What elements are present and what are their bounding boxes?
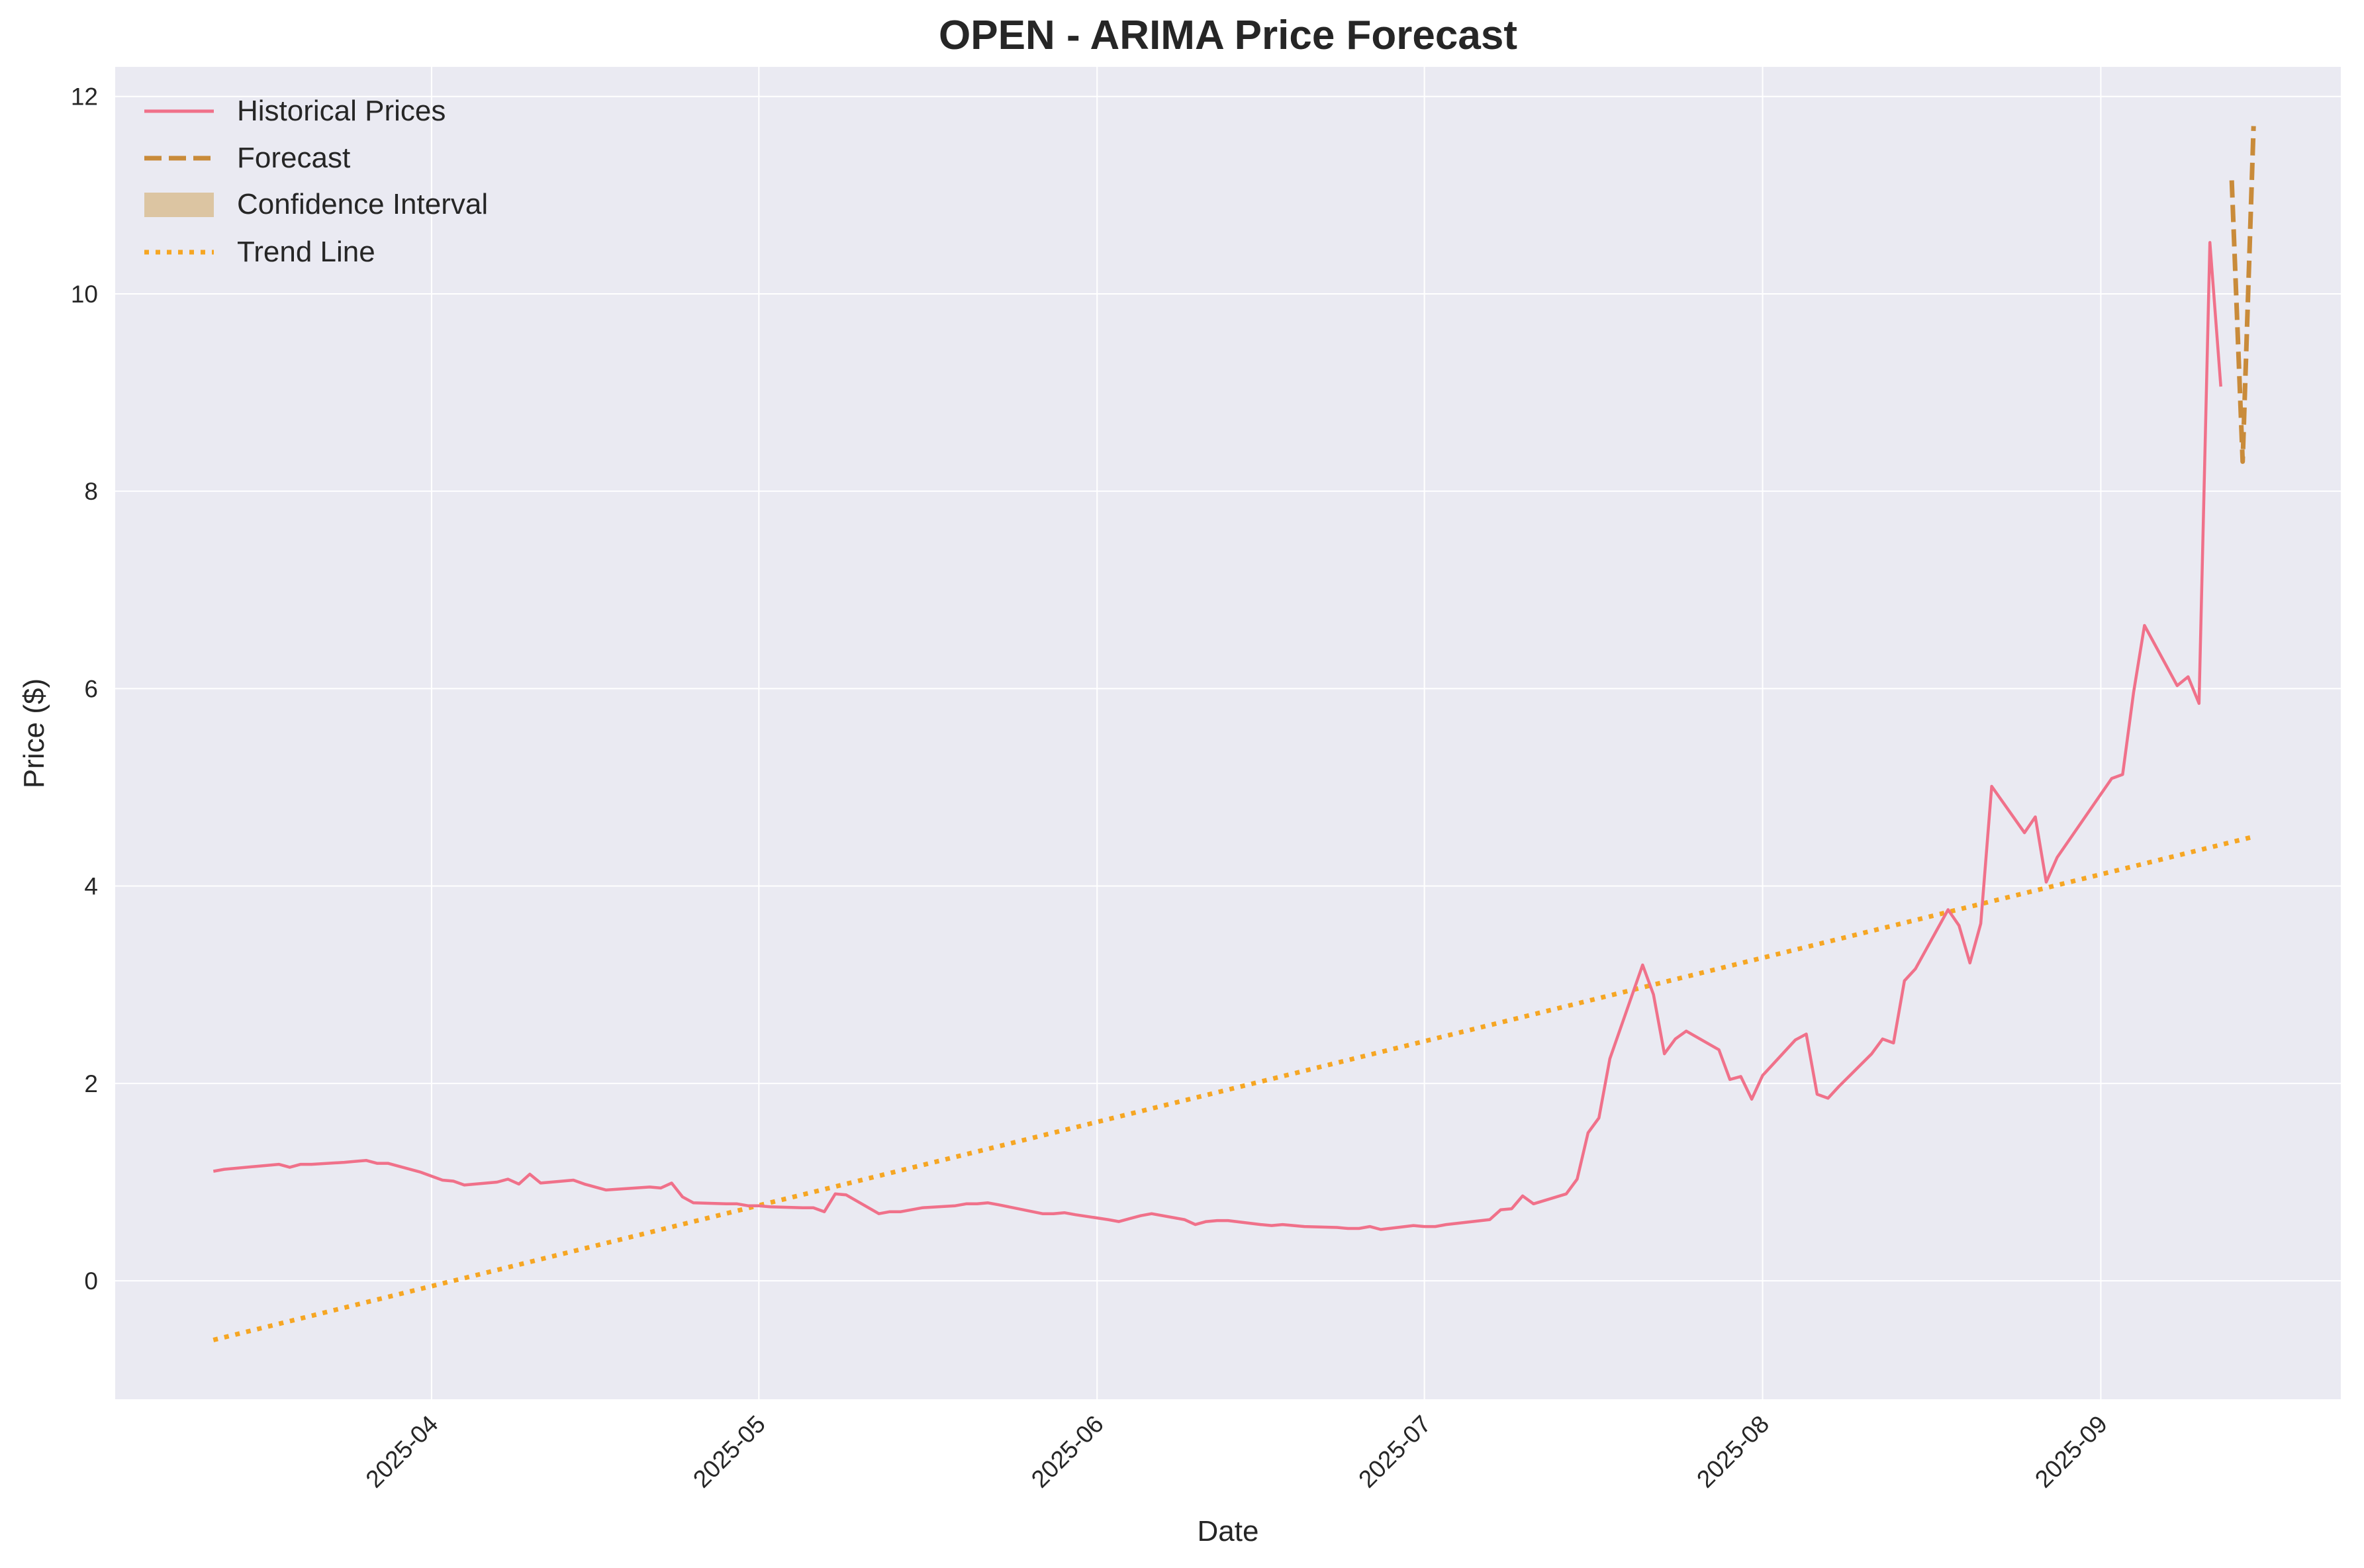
y-tick-label: 12: [71, 83, 98, 111]
series-line-historical-prices: [213, 241, 2222, 1231]
legend: Historical Prices Forecast Confidence In…: [144, 95, 488, 268]
plot-area: [115, 67, 2341, 1399]
series-line-trend-line: [213, 834, 2255, 1342]
y-tick-label: 8: [84, 478, 98, 505]
series-layer: [213, 126, 2256, 1342]
y-tick-label: 4: [84, 873, 98, 900]
legend-swatch-confidence: [144, 193, 214, 217]
y-tick-label: 0: [84, 1268, 98, 1295]
legend-label-historical: Historical Prices: [237, 95, 446, 127]
x-axis-label: Date: [1198, 1515, 1259, 1547]
legend-label-confidence: Confidence Interval: [237, 188, 488, 220]
y-tick-label: 10: [71, 281, 98, 308]
series-line-forecast: [2229, 126, 2256, 464]
legend-label-forecast: Forecast: [237, 142, 350, 174]
y-tick-label: 2: [84, 1070, 98, 1097]
legend-label-trend: Trend Line: [237, 236, 375, 268]
y-axis-label: Price ($): [18, 678, 50, 788]
grid: [115, 67, 2341, 1399]
y-tick-label: 6: [84, 675, 98, 702]
chart-title: OPEN - ARIMA Price Forecast: [939, 13, 1517, 58]
